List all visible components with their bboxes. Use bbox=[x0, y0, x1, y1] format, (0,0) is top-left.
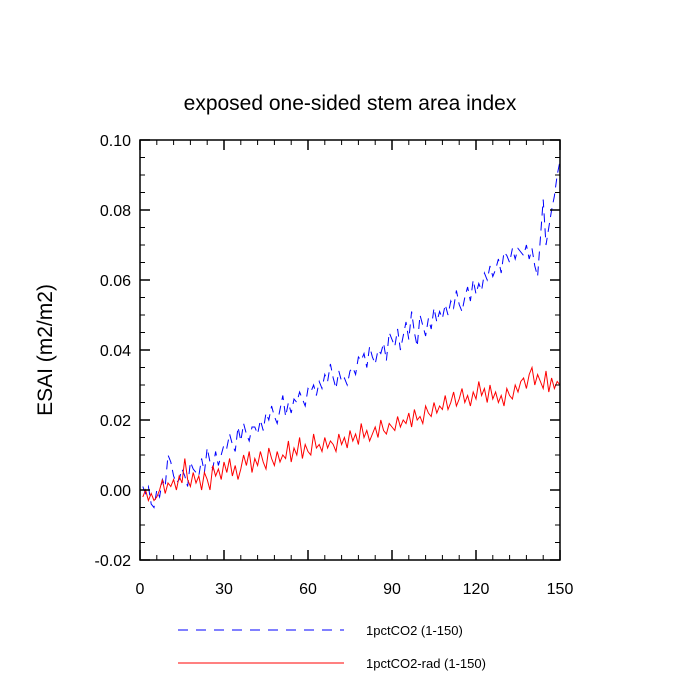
legend-label-2: 1pctCO2-rad (1-150) bbox=[366, 656, 486, 671]
series-line-1 bbox=[142, 160, 560, 509]
axis-layer bbox=[139, 139, 561, 561]
legend-label-1: 1pctCO2 (1-150) bbox=[366, 623, 463, 638]
y-axis-label: ESAI (m2/m2) bbox=[34, 284, 57, 416]
y-tick-label: 0.04 bbox=[100, 343, 131, 360]
tick-label-layer: 0 30 60 90 120 150 -0.02 0.00 0.02 0.04 0.06 0.08 0.… bbox=[95, 133, 574, 598]
series-line-2 bbox=[142, 365, 560, 503]
y-tick-label: 0.00 bbox=[100, 483, 131, 500]
series-layer bbox=[142, 160, 560, 509]
y-tick-label: 0.02 bbox=[100, 413, 131, 430]
y-tick-label: -0.02 bbox=[95, 553, 132, 570]
x-tick-label: 120 bbox=[463, 581, 490, 598]
x-tick-label: 30 bbox=[215, 581, 233, 598]
x-tick-label: 0 bbox=[136, 581, 145, 598]
chart-title: exposed one-sided stem area index bbox=[184, 92, 517, 115]
y-tick-label: 0.08 bbox=[100, 203, 131, 220]
legend: 1pctCO2 (1-150) 1pctCO2-rad (1-150) bbox=[178, 623, 486, 671]
x-tick-label: 60 bbox=[299, 581, 317, 598]
y-tick-label: 0.10 bbox=[100, 133, 131, 150]
x-tick-label: 150 bbox=[547, 581, 574, 598]
y-tick-label: 0.06 bbox=[100, 273, 131, 290]
plot-frame bbox=[139, 139, 561, 561]
x-tick-label: 90 bbox=[383, 581, 401, 598]
